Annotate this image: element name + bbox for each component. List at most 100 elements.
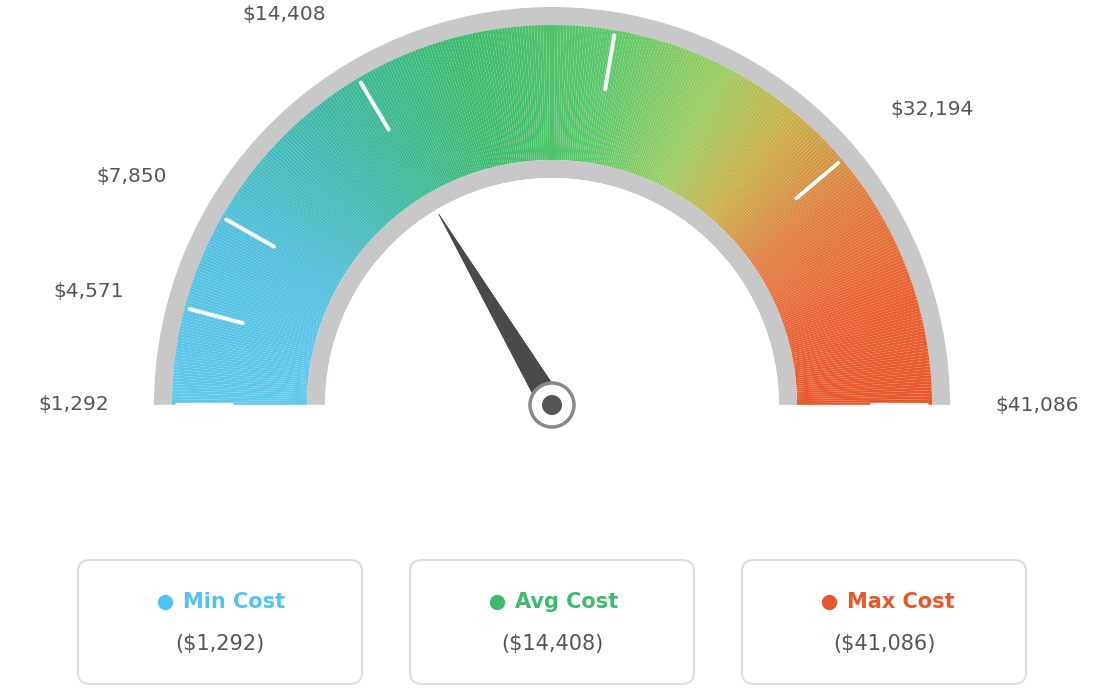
Wedge shape (787, 296, 917, 337)
Text: $7,850: $7,850 (96, 167, 167, 186)
Wedge shape (172, 390, 307, 397)
Wedge shape (343, 86, 420, 200)
Wedge shape (543, 25, 549, 160)
Wedge shape (698, 99, 781, 209)
Wedge shape (691, 92, 771, 204)
Wedge shape (487, 30, 512, 164)
Wedge shape (181, 319, 314, 351)
Wedge shape (740, 161, 845, 249)
Wedge shape (797, 390, 932, 397)
Wedge shape (782, 273, 910, 322)
Wedge shape (795, 360, 930, 378)
Wedge shape (786, 293, 916, 335)
Wedge shape (432, 43, 476, 172)
Wedge shape (637, 48, 687, 176)
Wedge shape (210, 238, 332, 299)
Wedge shape (620, 40, 661, 170)
Wedge shape (793, 337, 926, 363)
Wedge shape (775, 248, 900, 306)
Wedge shape (187, 299, 317, 339)
Wedge shape (417, 48, 467, 176)
Wedge shape (735, 154, 839, 244)
Wedge shape (382, 63, 444, 186)
Wedge shape (696, 97, 777, 208)
Wedge shape (513, 27, 529, 161)
Wedge shape (644, 53, 698, 179)
Wedge shape (191, 285, 319, 329)
Wedge shape (363, 73, 433, 193)
Wedge shape (765, 217, 883, 285)
Wedge shape (721, 130, 817, 229)
Wedge shape (234, 194, 348, 270)
Wedge shape (178, 334, 311, 361)
Wedge shape (772, 238, 894, 299)
Wedge shape (277, 141, 376, 236)
Wedge shape (794, 346, 927, 368)
Wedge shape (174, 357, 309, 376)
Wedge shape (615, 38, 652, 168)
Wedge shape (501, 28, 521, 162)
Wedge shape (670, 72, 737, 191)
Wedge shape (355, 78, 427, 195)
Wedge shape (563, 26, 573, 160)
Wedge shape (325, 178, 779, 405)
Text: Avg Cost: Avg Cost (514, 592, 618, 612)
Wedge shape (201, 257, 327, 311)
Wedge shape (760, 204, 875, 277)
Wedge shape (310, 110, 397, 216)
Wedge shape (508, 28, 526, 161)
Wedge shape (336, 90, 414, 204)
Wedge shape (629, 45, 675, 173)
Wedge shape (172, 393, 307, 400)
Wedge shape (176, 348, 310, 371)
Wedge shape (393, 59, 452, 182)
Wedge shape (174, 360, 309, 378)
Wedge shape (795, 351, 928, 373)
Wedge shape (648, 55, 703, 180)
Wedge shape (206, 243, 330, 302)
Wedge shape (519, 26, 533, 161)
Wedge shape (361, 75, 431, 193)
Wedge shape (180, 325, 312, 355)
Wedge shape (205, 246, 329, 304)
Wedge shape (712, 118, 804, 221)
Wedge shape (172, 396, 307, 401)
Wedge shape (353, 79, 426, 196)
Wedge shape (284, 134, 380, 232)
Wedge shape (797, 396, 932, 401)
Wedge shape (752, 184, 863, 264)
Wedge shape (531, 26, 541, 160)
Text: ($1,292): ($1,292) (176, 634, 265, 654)
Wedge shape (664, 66, 728, 188)
Wedge shape (677, 78, 749, 195)
Wedge shape (788, 302, 919, 340)
Wedge shape (219, 219, 338, 287)
Wedge shape (179, 331, 311, 359)
Wedge shape (602, 33, 631, 166)
Wedge shape (588, 29, 612, 163)
Wedge shape (222, 214, 340, 284)
Wedge shape (743, 168, 850, 253)
Wedge shape (739, 158, 842, 247)
Wedge shape (412, 50, 464, 177)
Wedge shape (562, 26, 570, 160)
Text: $14,408: $14,408 (243, 5, 326, 24)
Wedge shape (333, 92, 413, 204)
Wedge shape (212, 233, 333, 295)
Wedge shape (583, 28, 603, 162)
Wedge shape (294, 124, 388, 225)
Wedge shape (762, 209, 879, 280)
Wedge shape (683, 84, 758, 199)
Text: $4,571: $4,571 (53, 282, 124, 301)
Wedge shape (270, 147, 372, 240)
Wedge shape (319, 103, 403, 211)
Wedge shape (554, 25, 558, 160)
Wedge shape (446, 39, 486, 170)
Wedge shape (184, 305, 316, 342)
Wedge shape (376, 66, 440, 188)
Wedge shape (599, 32, 629, 165)
Wedge shape (198, 265, 325, 317)
Wedge shape (707, 110, 794, 216)
Wedge shape (667, 69, 732, 189)
Wedge shape (435, 43, 478, 172)
